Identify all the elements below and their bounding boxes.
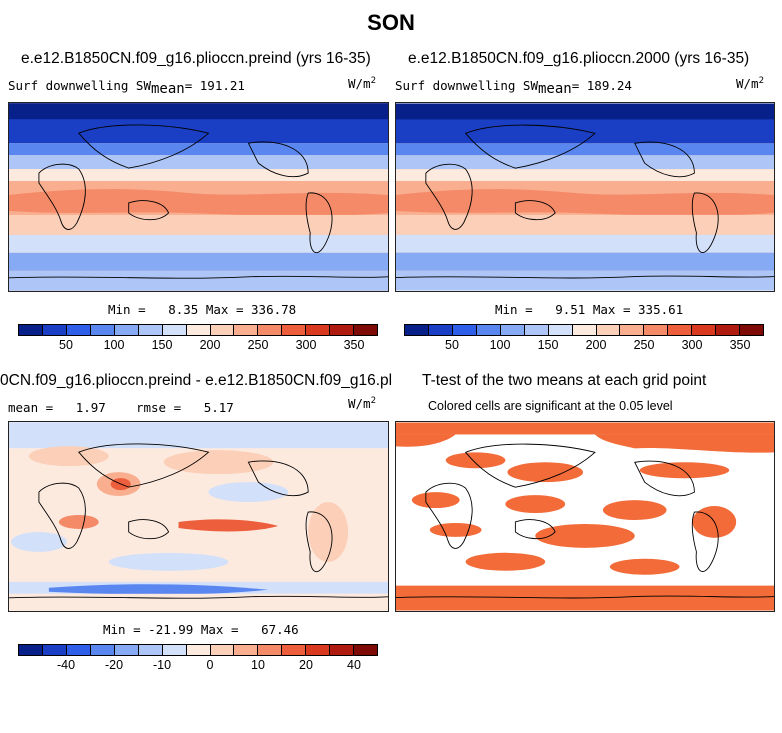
colorbar-swatch xyxy=(234,645,259,655)
map-ttest-canvas xyxy=(396,422,774,611)
colorbar-swatches xyxy=(18,324,378,336)
figure-title: SON xyxy=(367,10,415,35)
colorbar-swatch xyxy=(90,645,115,655)
minmax-preind: Min = 8.35 Max = 336.78 xyxy=(108,302,297,317)
colorbar-swatch xyxy=(306,325,331,335)
colorbar-tick-label: 200 xyxy=(199,338,221,352)
ttest-subtitle: Colored cells are significant at the 0.0… xyxy=(428,399,673,413)
colorbar-swatch xyxy=(548,325,573,335)
colorbar-tick-label: 250 xyxy=(247,338,269,352)
colorbar-preind: 50 100 150 200 250 300 350 xyxy=(18,324,378,352)
colorbar-swatch xyxy=(186,325,211,335)
colorbar-swatch xyxy=(138,325,163,335)
colorbar-swatch xyxy=(476,325,501,335)
colorbar-swatch xyxy=(596,325,621,335)
colorbar-swatch xyxy=(500,325,525,335)
colorbar-tick-label: -10 xyxy=(152,658,172,672)
colorbar-tick-label: 10 xyxy=(251,658,265,672)
colorbar-tick-label: 0 xyxy=(206,658,214,672)
units-diff: W/m2 xyxy=(348,396,376,412)
colorbar-tick-label: 50 xyxy=(59,338,73,352)
map-2000 xyxy=(395,102,775,292)
colorbar-tick-label: -40 xyxy=(56,658,76,672)
panel-title-ttest: T-test of the two means at each grid poi… xyxy=(422,372,707,389)
colorbar-tick-label: 100 xyxy=(103,338,125,352)
colorbar-swatches xyxy=(404,324,764,336)
colorbar-tick-label: 350 xyxy=(343,338,365,352)
colorbar-swatch xyxy=(692,325,717,335)
colorbar-swatch xyxy=(282,645,307,655)
colorbar-swatch xyxy=(644,325,669,335)
colorbar-tick-label: 40 xyxy=(347,658,361,672)
colorbar-swatch xyxy=(162,645,187,655)
colorbar-swatch xyxy=(620,325,645,335)
map-preind-canvas xyxy=(9,103,388,291)
field-label-2000: Surf downwelling SWmean= 189.24 xyxy=(395,78,632,97)
panel-title-diff: 0CN.f09_g16.plioccn.preind - e.e12.B1850… xyxy=(0,372,392,389)
panel-title-2000: e.e12.B1850CN.f09_g16.plioccn.2000 (yrs … xyxy=(408,50,750,67)
colorbar-tick-label: 200 xyxy=(585,338,607,352)
colorbar-ticks: 50 100 150 200 250 300 350 xyxy=(18,336,378,352)
colorbar-tick-label: 350 xyxy=(729,338,751,352)
colorbar-tick-label: 50 xyxy=(445,338,459,352)
colorbar-swatch xyxy=(330,325,355,335)
colorbar-swatch xyxy=(452,325,477,335)
colorbar-swatch xyxy=(330,645,355,655)
colorbar-tick-label: 300 xyxy=(681,338,703,352)
map-diff-canvas xyxy=(9,422,388,611)
colorbar-swatch xyxy=(428,325,453,335)
colorbar-swatch xyxy=(668,325,693,335)
colorbar-swatch xyxy=(258,645,283,655)
colorbar-swatch xyxy=(42,325,67,335)
minmax-2000: Min = 9.51 Max = 335.61 xyxy=(495,302,684,317)
colorbar-swatch xyxy=(42,645,67,655)
colorbar-swatch xyxy=(90,325,115,335)
colorbar-ticks: -40 -20 -10 0 10 20 40 xyxy=(18,656,378,672)
units-2000: W/m2 xyxy=(736,76,764,92)
colorbar-swatch xyxy=(354,325,378,335)
colorbar-swatch xyxy=(186,645,211,655)
colorbar-swatch xyxy=(234,325,259,335)
colorbar-swatch xyxy=(114,645,139,655)
colorbar-swatch xyxy=(306,645,331,655)
map-ttest xyxy=(395,421,775,612)
colorbar-swatch xyxy=(405,325,429,335)
colorbar-swatch xyxy=(524,325,549,335)
field-label-preind: Surf downwelling SWmean= 191.21 xyxy=(8,78,245,97)
colorbar-swatch xyxy=(740,325,764,335)
colorbar-swatch xyxy=(114,325,139,335)
units-preind: W/m2 xyxy=(348,76,376,92)
colorbar-tick-label: 150 xyxy=(151,338,173,352)
colorbar-tick-label: 150 xyxy=(537,338,559,352)
colorbar-diff: -40 -20 -10 0 10 20 40 xyxy=(18,644,378,672)
colorbar-tick-label: -20 xyxy=(104,658,124,672)
diff-stats: mean = 1.97 rmse = 5.17 xyxy=(8,400,234,415)
colorbar-2000: 50 100 150 200 250 300 350 xyxy=(404,324,764,352)
colorbar-swatch xyxy=(572,325,597,335)
map-diff xyxy=(8,421,389,612)
colorbar-swatch xyxy=(282,325,307,335)
colorbar-swatch xyxy=(138,645,163,655)
colorbar-swatch xyxy=(258,325,283,335)
map-preind xyxy=(8,102,389,292)
minmax-diff: Min = -21.99 Max = 67.46 xyxy=(103,622,299,637)
colorbar-ticks: 50 100 150 200 250 300 350 xyxy=(404,336,764,352)
colorbar-swatch xyxy=(19,645,43,655)
colorbar-swatches xyxy=(18,644,378,656)
colorbar-swatch xyxy=(716,325,741,335)
colorbar-swatch xyxy=(210,325,235,335)
colorbar-tick-label: 100 xyxy=(489,338,511,352)
colorbar-swatch xyxy=(162,325,187,335)
colorbar-swatch xyxy=(210,645,235,655)
panel-title-preind: e.e12.B1850CN.f09_g16.plioccn.preind (yr… xyxy=(21,50,371,67)
colorbar-tick-label: 250 xyxy=(633,338,655,352)
colorbar-tick-label: 20 xyxy=(299,658,313,672)
map-2000-canvas xyxy=(396,103,774,291)
colorbar-swatch xyxy=(66,645,91,655)
colorbar-tick-label: 300 xyxy=(295,338,317,352)
colorbar-swatch xyxy=(19,325,43,335)
colorbar-swatch xyxy=(354,645,378,655)
colorbar-swatch xyxy=(66,325,91,335)
